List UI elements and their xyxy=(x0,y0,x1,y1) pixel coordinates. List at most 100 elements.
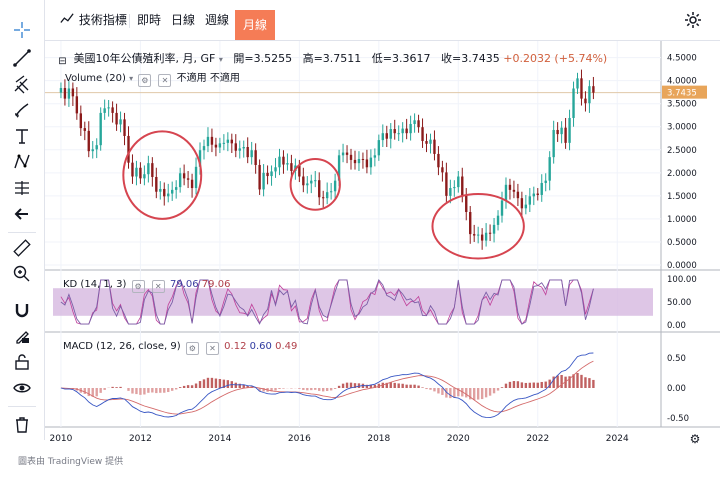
macd-histogram-bar xyxy=(508,381,512,388)
price-axis-label: 4.0000 xyxy=(667,77,697,87)
candle-body xyxy=(270,171,273,177)
macd-histogram-bar xyxy=(441,388,444,395)
macd-histogram-bar xyxy=(159,388,162,393)
macd-histogram-bar xyxy=(91,388,94,397)
candle-body xyxy=(222,142,226,144)
symbol-dropdown-icon[interactable]: ▾ xyxy=(218,55,223,64)
pitchfork-icon[interactable] xyxy=(10,72,34,96)
macd-histogram-bar xyxy=(417,385,420,388)
candle-body xyxy=(504,184,508,201)
volume-dropdown-icon[interactable]: ▾ xyxy=(129,74,134,83)
price-axis-label: 2.0000 xyxy=(667,169,697,179)
time-axis-label: 2012 xyxy=(129,434,152,444)
candle-body xyxy=(425,141,428,144)
candle-body xyxy=(325,192,329,199)
last-price-tag xyxy=(662,85,707,99)
macd-histogram-bar xyxy=(278,388,281,390)
kd-k-line xyxy=(60,278,594,325)
macd-axis-label: 0.50 xyxy=(667,354,686,364)
macd-histogram-bar xyxy=(528,382,532,388)
candle-body xyxy=(572,88,575,118)
macd-line-value: 0.60 xyxy=(249,341,272,352)
interval-weekly[interactable]: 週線 xyxy=(205,13,230,27)
macd-line xyxy=(60,352,594,419)
candle-body xyxy=(520,198,524,209)
macd-histogram-bar xyxy=(310,388,313,391)
trash-icon[interactable] xyxy=(10,413,34,437)
indicators-button[interactable]: 技術指標 xyxy=(59,11,127,29)
macd-axis-label: -0.50 xyxy=(667,414,689,424)
candle-body xyxy=(536,193,539,195)
macd-settings-icon[interactable]: ⚙ xyxy=(185,342,199,355)
lock-draw-icon[interactable] xyxy=(10,324,34,348)
candle-body xyxy=(437,153,440,168)
magnet-icon[interactable] xyxy=(10,298,34,322)
ruler-icon[interactable] xyxy=(10,236,34,260)
pattern-icon[interactable] xyxy=(10,150,34,174)
macd-histogram-bar xyxy=(584,377,587,388)
macd-histogram-bar xyxy=(298,388,301,389)
time-axis-label: 2016 xyxy=(288,434,311,444)
kd-settings-icon[interactable]: ⚙ xyxy=(131,280,145,293)
macd-histogram-bar xyxy=(445,388,448,398)
candle-body xyxy=(433,139,436,154)
candle-body xyxy=(218,143,222,148)
volume-settings-icon[interactable]: ⚙ xyxy=(138,74,152,87)
candle-body xyxy=(202,146,206,151)
macd-histogram-bar xyxy=(524,382,528,388)
macd-histogram-bar xyxy=(226,380,230,388)
candle-body xyxy=(151,163,154,177)
measure-icon[interactable] xyxy=(10,176,34,200)
trend-line-icon[interactable] xyxy=(10,46,34,70)
macd-histogram-bar xyxy=(580,374,583,388)
text-icon[interactable] xyxy=(10,124,34,148)
candle-body xyxy=(79,113,83,129)
kd-remove-icon[interactable]: ✕ xyxy=(151,280,165,293)
unlock-icon[interactable] xyxy=(10,350,34,374)
macd-histogram-bar xyxy=(516,381,520,388)
candle-body xyxy=(143,174,146,179)
eye-icon[interactable] xyxy=(10,376,34,400)
interval-daily[interactable]: 日線 xyxy=(171,13,196,27)
interval-monthly[interactable]: 月線 xyxy=(235,10,276,40)
macd-signal-value: 0.49 xyxy=(275,341,298,352)
macd-histogram-bar xyxy=(564,376,567,388)
macd-histogram-bar xyxy=(178,387,182,388)
top-toolbar: 技術指標 即時 日線 週線 月線 xyxy=(45,0,720,41)
interval-intraday[interactable]: 即時 xyxy=(137,13,162,27)
collapse-icon[interactable]: ⊟ xyxy=(58,56,67,67)
chart-area[interactable]: 2010 2012 2014 2016 2018 2020 2022 2024 4.5000 4.… xyxy=(45,41,720,450)
macd-remove-icon[interactable]: ✕ xyxy=(205,342,219,355)
macd-histogram-bar xyxy=(131,388,134,394)
volume-na-2: 不適用 xyxy=(209,73,240,84)
candle-body xyxy=(302,176,305,186)
brush-icon[interactable] xyxy=(10,98,34,122)
macd-histogram-bar xyxy=(198,381,202,388)
zoom-in-icon[interactable] xyxy=(10,262,34,286)
crosshair-icon[interactable] xyxy=(10,18,34,42)
candle-body xyxy=(480,234,484,241)
chart-canvas[interactable]: 2010 2012 2014 2016 2018 2020 2022 2024 4.5000 4.… xyxy=(45,41,720,450)
time-axis-label: 2018 xyxy=(367,434,390,444)
kd-label: KD (14, 1, 3) xyxy=(63,279,127,290)
macd-histogram-bar xyxy=(333,388,337,389)
candle-body xyxy=(318,180,321,198)
arrow-left-icon[interactable] xyxy=(10,202,34,226)
axis-settings-gear-icon[interactable]: ⚙ xyxy=(690,432,701,446)
candle-body xyxy=(171,189,174,194)
kd-axis-label: 0.00 xyxy=(667,321,686,331)
time-axis-label: 2010 xyxy=(49,434,72,444)
volume-remove-icon[interactable]: ✕ xyxy=(158,74,172,87)
macd-histogram-bar xyxy=(325,388,329,392)
macd-histogram-bar xyxy=(560,374,563,388)
settings-gear-icon[interactable] xyxy=(681,8,705,32)
candle-body xyxy=(516,191,520,199)
candle-body xyxy=(63,88,67,99)
macd-histogram-bar xyxy=(186,385,190,388)
macd-axis-label: 0.00 xyxy=(667,384,686,394)
candle-body xyxy=(95,145,98,150)
macd-histogram-bar xyxy=(262,388,265,392)
candle-body xyxy=(500,200,504,216)
candle-body xyxy=(560,127,563,135)
candle-body xyxy=(488,232,492,234)
